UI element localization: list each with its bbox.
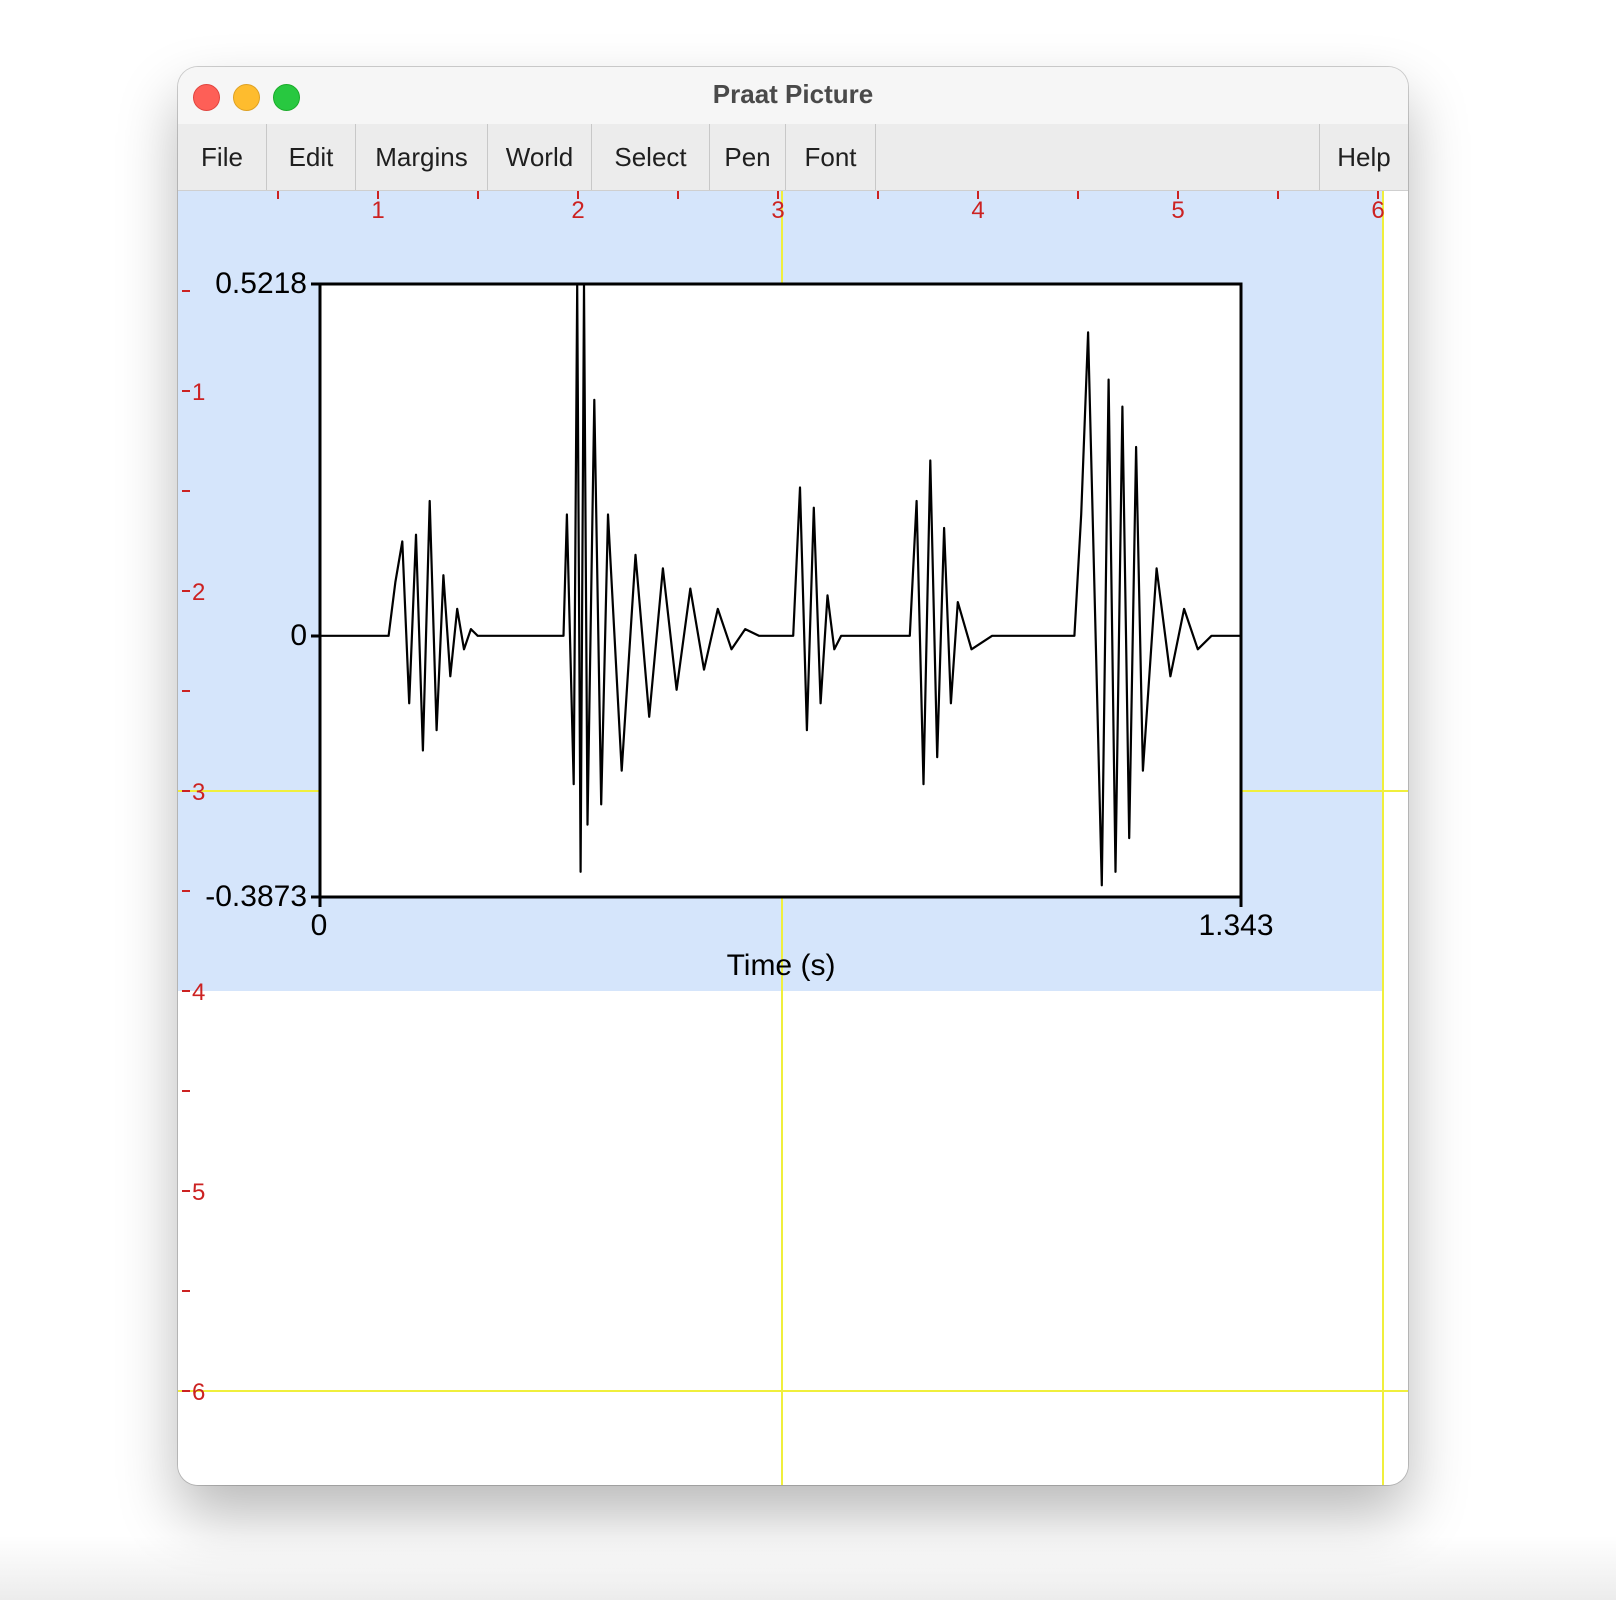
window-title: Praat Picture bbox=[712, 79, 874, 109]
waveform-line bbox=[320, 284, 1241, 887]
top-ruler-label: 3 bbox=[771, 197, 784, 224]
top-ruler-label: 6 bbox=[1371, 197, 1384, 224]
menu-bar: File Edit Margins World Select Pen Font … bbox=[178, 124, 1408, 191]
praat-picture-window: Praat Picture File Edit Margins World Se… bbox=[178, 67, 1408, 1485]
menu-font[interactable]: Font bbox=[786, 124, 876, 190]
x-tick-label-end: 1.343 bbox=[1198, 909, 1273, 942]
top-ruler-label: 2 bbox=[571, 197, 584, 224]
left-ruler-label: 6 bbox=[192, 1379, 205, 1406]
menu-file[interactable]: File bbox=[178, 124, 267, 190]
y-tick-label-zero: 0 bbox=[290, 619, 307, 652]
x-tick-label-start: 0 bbox=[311, 909, 328, 942]
y-tick-label-max: 0.5218 bbox=[215, 267, 307, 300]
left-ruler-label: 3 bbox=[192, 779, 205, 806]
menu-edit[interactable]: Edit bbox=[267, 124, 356, 190]
top-ruler: 1 2 3 4 5 6 bbox=[277, 191, 1385, 224]
left-ruler-label: 2 bbox=[192, 579, 205, 606]
menu-select[interactable]: Select bbox=[592, 124, 710, 190]
menu-help[interactable]: Help bbox=[1319, 124, 1408, 190]
left-ruler-label: 4 bbox=[192, 979, 205, 1006]
left-ruler-label: 5 bbox=[192, 1179, 205, 1206]
menu-margins[interactable]: Margins bbox=[356, 124, 488, 190]
menu-world[interactable]: World bbox=[488, 124, 592, 190]
left-ruler-label: 1 bbox=[192, 379, 205, 406]
picture-svg: 1 2 3 4 5 6 1 2 3 4 5 6 0.5218 0 -0.3873 0 1.343 T… bbox=[178, 191, 1408, 1485]
left-ruler: 1 2 3 4 5 6 bbox=[182, 290, 205, 1406]
menu-pen[interactable]: Pen bbox=[710, 124, 786, 190]
x-axis-label: Time (s) bbox=[727, 949, 836, 982]
top-ruler-label: 4 bbox=[971, 197, 984, 224]
y-tick-label-min: -0.3873 bbox=[205, 880, 307, 913]
top-ruler-label: 1 bbox=[371, 197, 384, 224]
close-window-button[interactable] bbox=[193, 84, 220, 111]
waveform bbox=[320, 284, 1241, 887]
title-bar: Praat Picture bbox=[178, 67, 1408, 125]
picture-canvas[interactable]: 1 2 3 4 5 6 1 2 3 4 5 6 0.5218 0 -0.3873 0 1.343 T… bbox=[178, 191, 1408, 1485]
plot-frame bbox=[318, 282, 1243, 899]
zoom-window-button[interactable] bbox=[273, 84, 300, 111]
plot-background bbox=[320, 284, 1241, 897]
minimize-window-button[interactable] bbox=[233, 84, 260, 111]
top-ruler-label: 5 bbox=[1171, 197, 1184, 224]
